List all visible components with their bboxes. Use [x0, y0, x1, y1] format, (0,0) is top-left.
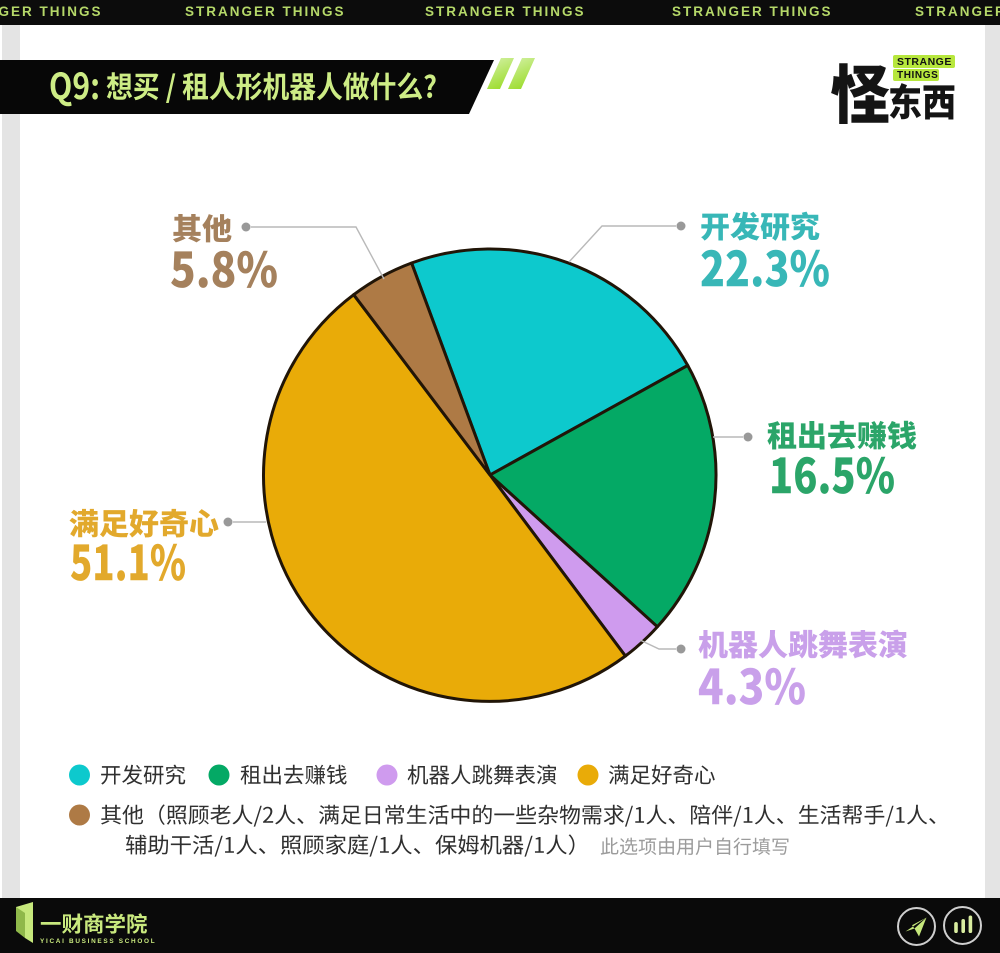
- svg-text:YICAI BUSINESS SCHOOL: YICAI BUSINESS SCHOOL: [40, 938, 156, 945]
